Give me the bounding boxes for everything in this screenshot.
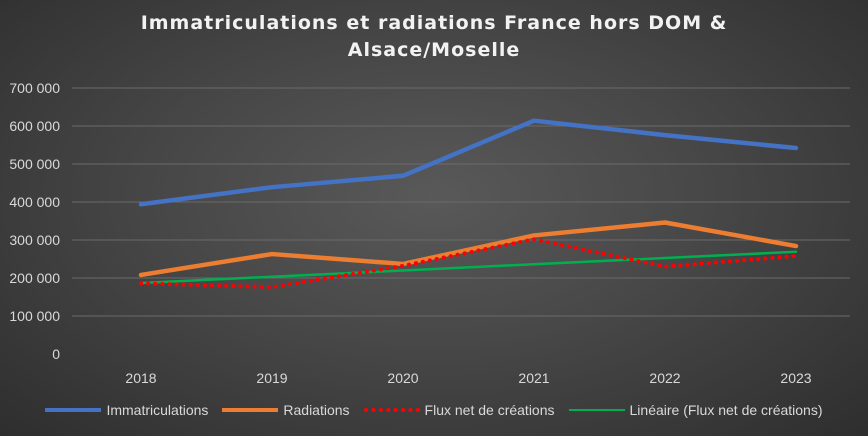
chart-legend: Immatriculations Radiations Flux net de cr…	[0, 402, 868, 418]
y-tick-label: 600 000	[9, 118, 60, 134]
x-tick-label: 2018	[125, 370, 156, 386]
series-line-radiations	[138, 220, 799, 278]
x-tick-label: 2020	[387, 370, 418, 386]
legend-swatch	[568, 409, 625, 411]
x-tick-label: 2021	[518, 370, 549, 386]
legend-label: Immatriculations	[106, 402, 209, 418]
x-tick-label: 2022	[649, 370, 680, 386]
legend-swatch	[45, 408, 102, 412]
legend-swatch	[363, 408, 420, 412]
x-tick-label: 2019	[256, 370, 287, 386]
legend-item: Flux net de créations	[363, 402, 555, 418]
legend-item: Radiations	[222, 402, 350, 418]
legend-label: Flux net de créations	[424, 402, 555, 418]
chart-title-line-2: Alsace/Moselle	[347, 39, 521, 61]
series-line-flux-net-de-cr-ations	[139, 237, 798, 290]
legend-label: Radiations	[283, 402, 350, 418]
y-tick-label: 100 000	[9, 308, 60, 324]
series-line-lin-aire-flux-net-de-cr-ations-	[139, 250, 798, 285]
legend-item: Linéaire (Flux net de créations)	[568, 402, 823, 418]
legend-item: Immatriculations	[45, 402, 208, 418]
legend-label: Linéaire (Flux net de créations)	[629, 402, 823, 418]
y-tick-label: 300 000	[9, 232, 60, 248]
chart-title: Immatriculations et radiations France ho…	[0, 10, 868, 64]
chart-title-line-1: Immatriculations et radiations France ho…	[140, 12, 728, 34]
y-tick-label: 0	[52, 346, 60, 362]
legend-swatch	[222, 408, 279, 412]
x-tick-label: 2023	[780, 370, 811, 386]
y-tick-label: 400 000	[9, 194, 60, 210]
y-tick-label: 700 000	[9, 80, 60, 96]
series-line-immatriculations	[138, 118, 799, 207]
y-tick-label: 500 000	[9, 156, 60, 172]
y-tick-label: 200 000	[9, 270, 60, 286]
